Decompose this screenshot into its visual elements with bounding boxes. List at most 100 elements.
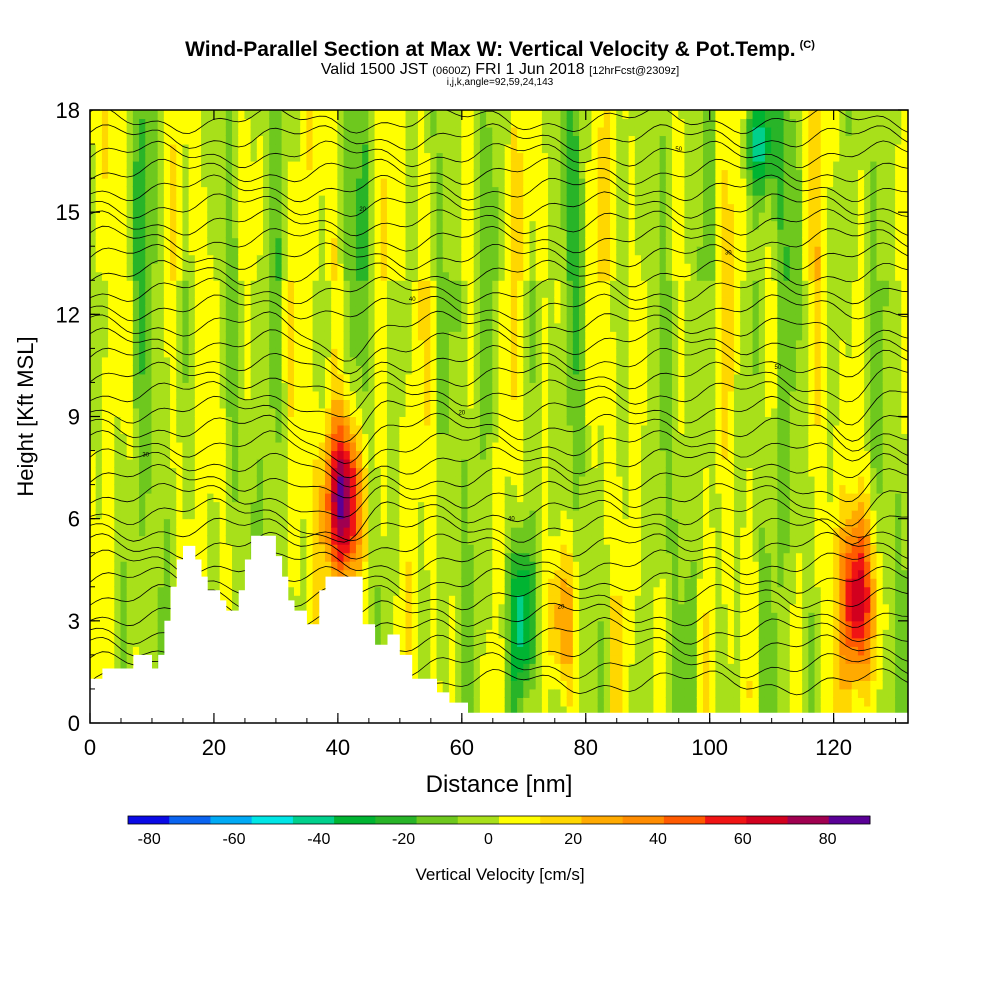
velocity-cell [182,501,190,511]
velocity-cell [380,450,388,460]
velocity-cell [275,543,283,554]
velocity-cell [114,501,122,511]
velocity-cell [405,330,413,341]
velocity-cell [188,271,196,281]
velocity-cell [145,390,153,400]
velocity-cell [510,110,519,120]
velocity-cell [120,177,128,188]
velocity-cell [331,296,339,307]
velocity-cell [411,569,419,579]
velocity-cell [114,288,122,298]
velocity-cell [424,262,432,273]
velocity-cell [194,220,203,230]
velocity-cell [473,543,481,554]
velocity-cell [275,296,283,307]
velocity-cell [362,237,370,247]
velocity-cell [194,458,203,469]
velocity-cell [343,322,351,332]
velocity-cell [306,203,314,213]
velocity-cell [417,543,426,554]
velocity-cell [232,262,240,273]
velocity-cell [194,228,203,239]
velocity-cell [355,330,364,341]
velocity-cell [486,373,494,383]
velocity-cell [312,552,320,562]
velocity-cell [182,305,190,315]
velocity-cell [455,603,463,613]
velocity-cell [498,373,506,383]
velocity-cell [225,603,234,613]
velocity-cell [294,475,302,486]
velocity-cell [194,203,203,213]
velocity-cell [374,160,382,171]
velocity-cell [114,271,122,281]
velocity-cell [120,373,128,383]
velocity-cell [467,526,475,537]
velocity-cell [300,603,308,613]
velocity-cell [492,339,500,349]
velocity-cell [101,254,110,264]
velocity-cell [120,186,128,196]
velocity-cell [386,126,395,137]
velocity-cell [479,373,488,383]
velocity-cell [312,254,320,264]
velocity-cell [517,518,525,528]
velocity-cell [287,560,295,571]
velocity-cell [455,688,463,698]
velocity-cell [225,390,234,400]
velocity-cell [386,467,395,477]
velocity-cell [163,560,172,571]
velocity-cell [479,501,488,511]
velocity-cell [405,441,413,452]
velocity-cell [424,424,432,435]
velocity-cell [411,254,419,264]
velocity-cell [219,416,227,426]
velocity-cell [101,177,110,188]
velocity-cell [170,373,178,383]
velocity-cell [504,560,512,571]
velocity-cell [337,152,345,162]
velocity-cell [157,526,165,537]
velocity-cell [120,322,128,332]
velocity-cell [393,356,401,366]
velocity-cell [399,305,407,315]
velocity-cell [349,203,357,213]
velocity-cell [486,143,494,154]
velocity-cell [362,220,370,230]
velocity-cell [380,620,388,630]
velocity-cell [486,611,494,622]
velocity-cell [479,118,488,128]
velocity-cell [504,594,512,605]
velocity-cell [225,330,234,341]
velocity-cell [399,467,407,477]
velocity-cell [145,594,153,605]
velocity-cell [504,620,512,630]
velocity-cell [349,450,357,460]
velocity-cell [263,492,271,503]
velocity-cell [145,637,153,647]
velocity-cell [145,118,153,128]
velocity-cell [318,526,326,537]
velocity-cell [405,467,413,477]
velocity-cell [337,220,345,230]
velocity-cell [201,228,209,239]
velocity-cell [120,254,128,264]
velocity-cell [176,552,184,562]
velocity-cell [399,484,407,494]
velocity-cell [306,271,314,281]
velocity-cell [256,160,265,171]
velocity-cell [225,186,234,196]
velocity-cell [380,407,388,417]
velocity-cell [436,220,444,230]
velocity-cell [417,160,426,171]
velocity-cell [386,577,395,588]
velocity-cell [417,186,426,196]
velocity-cell [90,254,97,264]
velocity-cell [486,203,494,213]
velocity-cell [269,203,277,213]
velocity-cell [201,552,209,562]
velocity-cell [442,407,450,417]
velocity-cell [256,143,265,154]
velocity-cell [269,492,277,503]
velocity-cell [176,501,184,511]
